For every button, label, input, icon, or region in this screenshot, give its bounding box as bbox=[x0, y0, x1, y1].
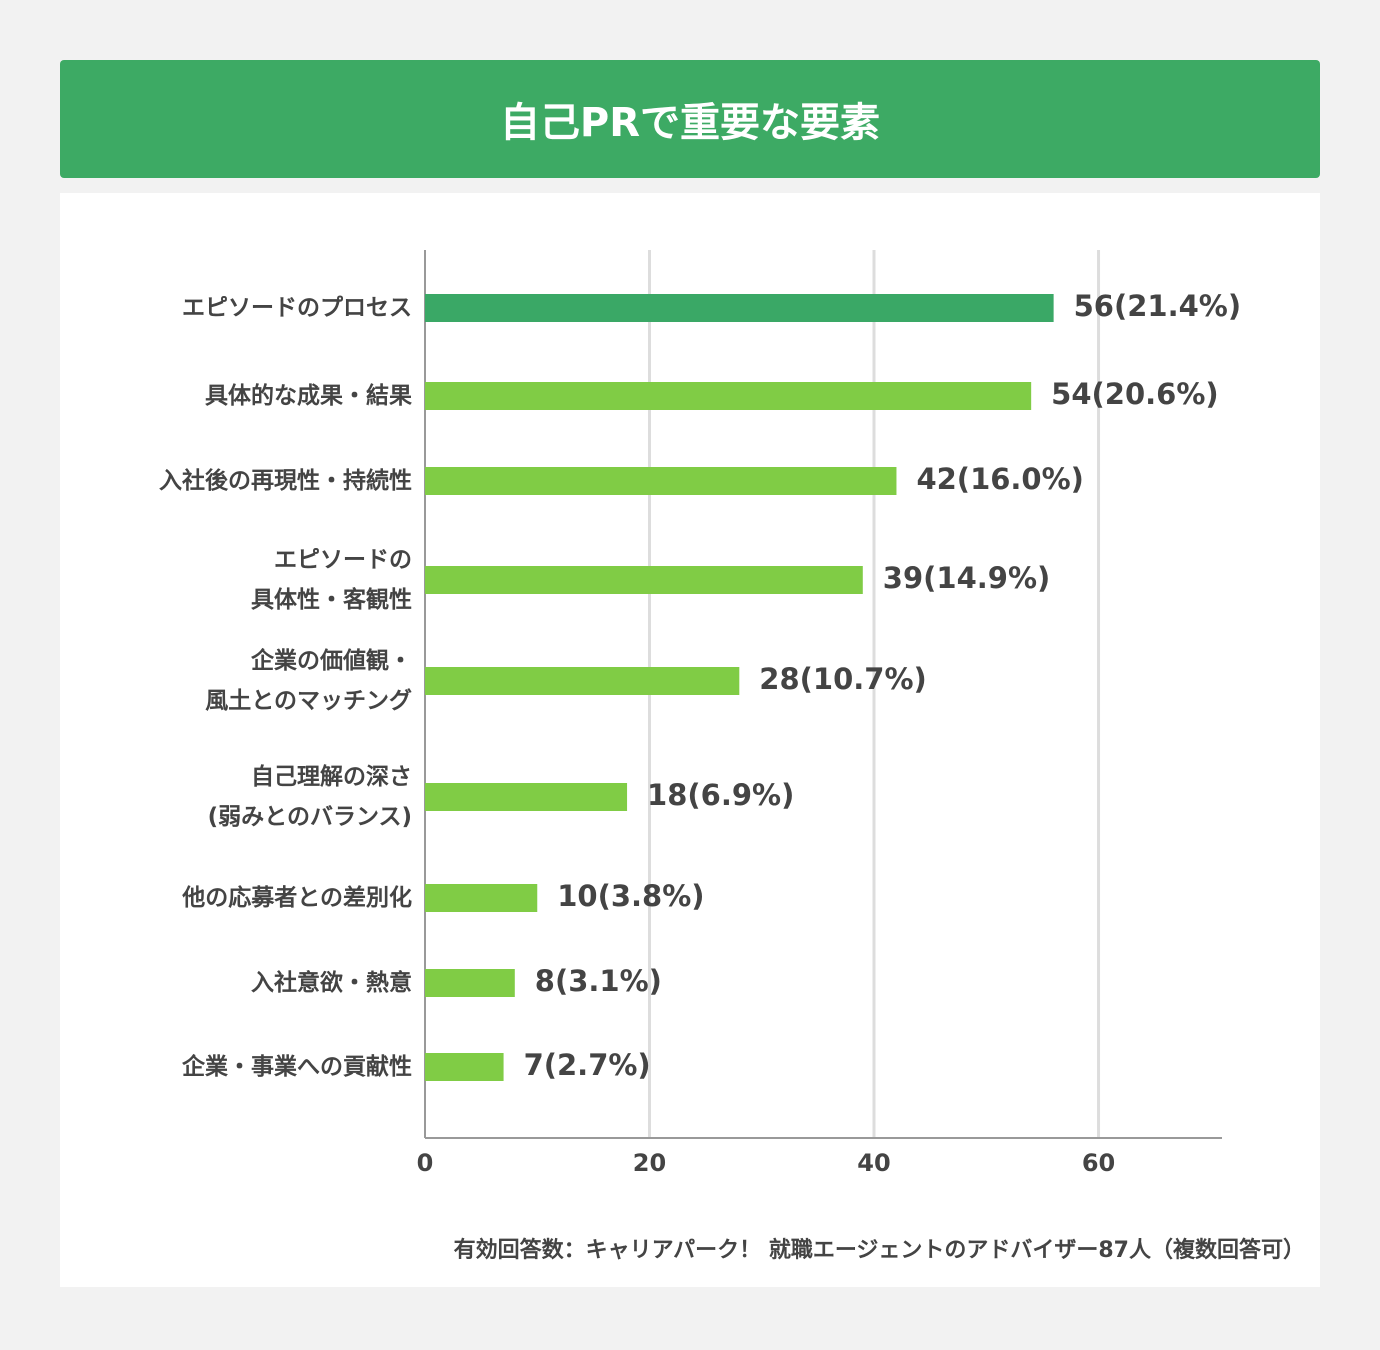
category-label: エピソードのプロセス bbox=[182, 295, 412, 321]
note: 有効回答数：キャリアパーク！ 就職エージェントのアドバイザー87人（複数回答可） bbox=[453, 1238, 1305, 1263]
value-label: 18(6.9%) bbox=[647, 778, 794, 812]
category-label: 企業の価値観・ 風土とのマッチング bbox=[205, 648, 412, 714]
bar bbox=[425, 566, 863, 594]
value-label: 54(20.6%) bbox=[1051, 377, 1218, 411]
bar bbox=[425, 382, 1032, 410]
value-label: 39(14.9%) bbox=[883, 561, 1050, 595]
category-label: 具体的な成果・結果 bbox=[205, 383, 412, 409]
category-label: 自己理解の深さ (弱みとのバランス) bbox=[207, 764, 412, 830]
category-label: 企業・事業への貢献性 bbox=[182, 1054, 412, 1080]
x-tick-label: 60 bbox=[1082, 1149, 1115, 1177]
value-label: 10(3.8%) bbox=[557, 879, 704, 913]
category-label: 他の応募者との差別化 bbox=[182, 885, 412, 911]
category-label: 入社後の再現性・持続性 bbox=[159, 468, 412, 494]
x-tick-label: 0 bbox=[417, 1149, 434, 1177]
value-label: 42(16.0%) bbox=[916, 462, 1083, 496]
panel bbox=[60, 193, 1320, 1287]
bar bbox=[425, 783, 628, 811]
bar bbox=[425, 294, 1054, 322]
category-label: 入社意欲・熱意 bbox=[251, 970, 412, 996]
chart-title: 自己PRで重要な要素 bbox=[60, 60, 1320, 178]
x-tick-label: 40 bbox=[857, 1149, 890, 1177]
value-label: 28(10.7%) bbox=[759, 662, 926, 696]
value-label: 8(3.1%) bbox=[535, 964, 662, 998]
value-label: 56(21.4%) bbox=[1074, 289, 1241, 323]
bar bbox=[425, 884, 538, 912]
bar bbox=[425, 467, 897, 495]
x-tick-label: 20 bbox=[633, 1149, 666, 1177]
value-label: 7(2.7%) bbox=[524, 1048, 651, 1082]
bar bbox=[425, 969, 515, 997]
category-label: エピソードの 具体性・客観性 bbox=[251, 547, 412, 613]
bar bbox=[425, 667, 740, 695]
bar bbox=[425, 1053, 504, 1081]
